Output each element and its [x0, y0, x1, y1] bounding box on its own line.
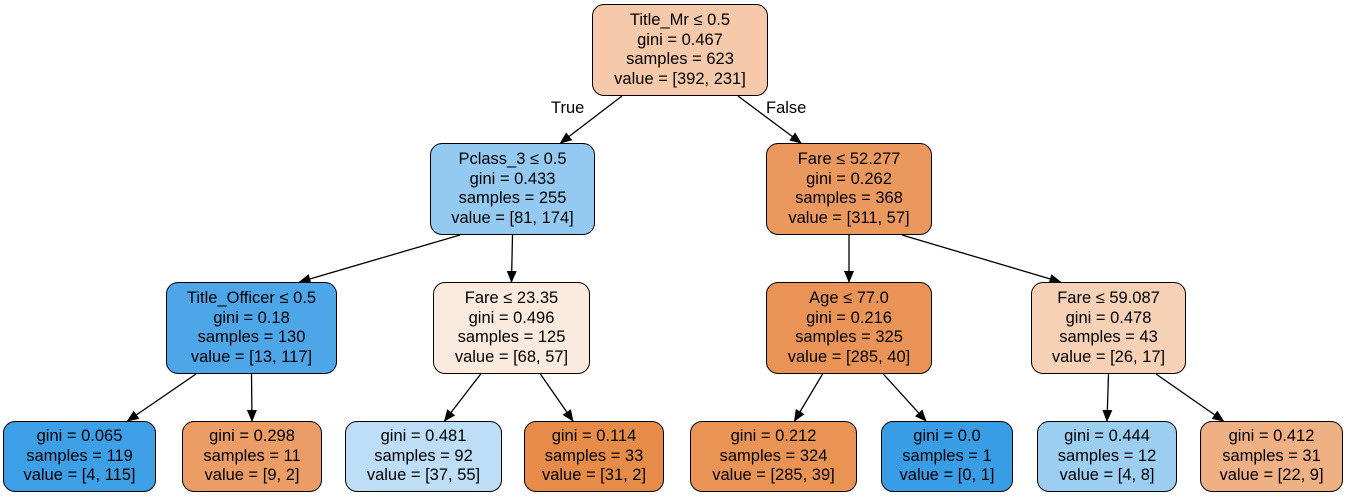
- node-line: value = [311, 57]: [788, 208, 910, 227]
- node-line: samples = 125: [457, 328, 566, 346]
- node-line: value = [4, 8]: [1059, 466, 1155, 485]
- node-line: samples = 11: [203, 446, 301, 465]
- node-line: value = [4, 115]: [23, 466, 136, 485]
- node-line: Pclass_3 ≤ 0.5: [458, 150, 567, 168]
- node-line: gini = 0.114: [551, 427, 637, 446]
- tree-node-n5: Age ≤ 77.0 gini = 0.216 samples = 325 value…: [766, 282, 932, 374]
- node-line: Title_Officer ≤ 0.5: [186, 289, 317, 307]
- tree-node-n13: gini = 0.444 samples = 12 value = [4, 8]: [1037, 421, 1177, 492]
- node-line: samples = 368: [795, 189, 903, 207]
- node-line: value = [13, 117]: [190, 347, 313, 366]
- node-line: samples = 119: [26, 446, 133, 465]
- edge-label-false: False: [766, 99, 807, 117]
- node-line: value = [392, 231]: [614, 69, 746, 88]
- node-line: samples = 1: [902, 446, 992, 465]
- node-line: value = [0, 1]: [899, 466, 995, 485]
- node-line: value = [37, 55]: [366, 466, 481, 485]
- node-line: gini = 0.065: [36, 427, 123, 446]
- tree-node-n8: gini = 0.298 samples = 11 value = [9, 2]: [182, 421, 322, 492]
- edge-n1-n4: [506, 234, 517, 283]
- edge-n3-n7: [126, 373, 197, 422]
- node-line: samples = 33: [544, 446, 644, 465]
- node-line: gini = 0.481: [380, 427, 467, 446]
- edge-n4-n10: [539, 373, 574, 422]
- tree-node-n2: Fare ≤ 52.277 gini = 0.262 samples = 368 va…: [766, 143, 932, 235]
- node-line: value = [9, 2]: [204, 466, 300, 485]
- edge-n5-n12: [882, 373, 927, 422]
- node-line: samples = 43: [1059, 328, 1158, 346]
- node-line: Fare ≤ 59.087: [1057, 289, 1160, 307]
- edge-n6-n14: [1155, 373, 1225, 422]
- node-line: samples = 92: [374, 446, 473, 465]
- node-line: value = [285, 40]: [787, 347, 911, 366]
- edge-n6-n13: [1102, 373, 1113, 422]
- node-line: samples = 325: [795, 328, 903, 346]
- node-line: gini = 0.444: [1064, 427, 1150, 446]
- edge-n2-n6: [901, 234, 1062, 284]
- node-line: samples = 130: [197, 328, 306, 346]
- node-line: gini = 0.0: [913, 427, 981, 446]
- edge-n3-n8: [246, 373, 257, 422]
- node-line: samples = 12: [1057, 446, 1157, 465]
- node-line: value = [68, 57]: [454, 347, 569, 366]
- edge-n0-n1: [559, 95, 623, 144]
- tree-node-n0: Title_Mr ≤ 0.5 gini = 0.467 samples = 623 v…: [592, 4, 768, 96]
- tree-node-n12: gini = 0.0 samples = 1 value = [0, 1]: [881, 421, 1013, 492]
- node-line: gini = 0.298: [209, 427, 295, 446]
- node-line: samples = 324: [719, 446, 828, 465]
- tree-node-n6: Fare ≤ 59.087 gini = 0.478 samples = 43 val…: [1031, 282, 1186, 374]
- node-line: gini = 0.212: [730, 427, 817, 446]
- node-line: value = [26, 17]: [1051, 347, 1166, 366]
- node-line: gini = 0.496: [468, 308, 555, 327]
- tree-node-n4: Fare ≤ 23.35 gini = 0.496 samples = 125 val…: [433, 282, 590, 374]
- edge-label-true: True: [551, 99, 585, 117]
- tree-node-n10: gini = 0.114 samples = 33 value = [31, 2]: [524, 421, 664, 492]
- edge-n0-n2: [737, 95, 802, 144]
- node-line: value = [285, 39]: [712, 466, 835, 485]
- node-line: gini = 0.262: [806, 169, 892, 188]
- edge-n5-n11: [793, 373, 824, 422]
- node-line: Fare ≤ 52.277: [797, 150, 901, 168]
- node-line: samples = 255: [458, 189, 567, 207]
- node-line: gini = 0.478: [1065, 308, 1152, 327]
- tree-node-n9: gini = 0.481 samples = 92 value = [37, 55]: [345, 421, 502, 492]
- node-line: gini = 0.433: [469, 169, 556, 188]
- edge-n1-n3: [298, 234, 461, 284]
- tree-node-n3: Title_Officer ≤ 0.5 gini = 0.18 samples = …: [166, 282, 337, 374]
- node-line: Age ≤ 77.0: [809, 289, 889, 307]
- node-line: value = [31, 2]: [541, 466, 647, 485]
- tree-node-n1: Pclass_3 ≤ 0.5 gini = 0.433 samples = 255 v…: [430, 143, 595, 235]
- node-line: samples = 623: [626, 50, 734, 68]
- tree-node-n7: gini = 0.065 samples = 119 value = [4, 115…: [3, 421, 156, 492]
- node-line: Fare ≤ 23.35: [464, 289, 559, 307]
- node-line: value = [22, 9]: [1219, 466, 1324, 485]
- node-line: gini = 0.216: [806, 308, 892, 327]
- tree-node-n14: gini = 0.412 samples = 31 value = [22, 9]: [1200, 421, 1343, 492]
- edge-n4-n9: [443, 373, 482, 422]
- node-line: samples = 31: [1222, 446, 1321, 465]
- tree-node-n11: gini = 0.212 samples = 324 value = [285, 3…: [690, 421, 857, 492]
- node-line: Title_Mr ≤ 0.5: [629, 11, 731, 29]
- node-line: gini = 0.412: [1228, 427, 1315, 446]
- node-line: gini = 0.18: [213, 308, 290, 327]
- node-line: gini = 0.467: [637, 30, 723, 49]
- node-line: value = [81, 174]: [451, 208, 574, 227]
